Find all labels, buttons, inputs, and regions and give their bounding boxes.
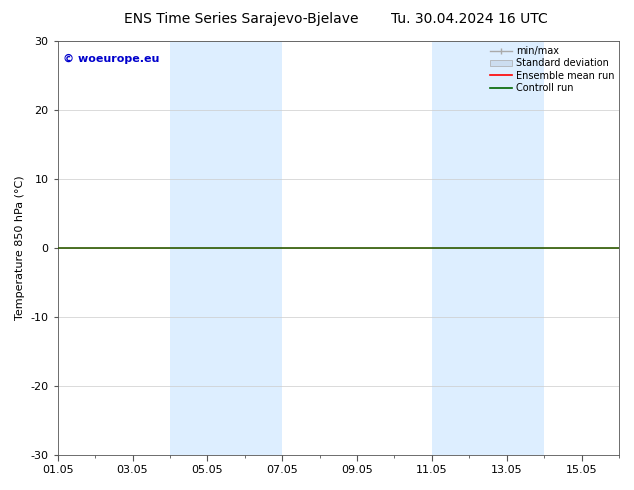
Bar: [170, 41, 282, 455]
Y-axis label: Temperature 850 hPa (°C): Temperature 850 hPa (°C): [15, 175, 25, 320]
Text: Tu. 30.04.2024 16 UTC: Tu. 30.04.2024 16 UTC: [391, 12, 548, 26]
Text: ENS Time Series Sarajevo-Bjelave: ENS Time Series Sarajevo-Bjelave: [124, 12, 358, 26]
Text: © woeurope.eu: © woeurope.eu: [63, 53, 160, 64]
Bar: [432, 41, 544, 455]
Legend: min/max, Standard deviation, Ensemble mean run, Controll run: min/max, Standard deviation, Ensemble me…: [488, 44, 616, 95]
